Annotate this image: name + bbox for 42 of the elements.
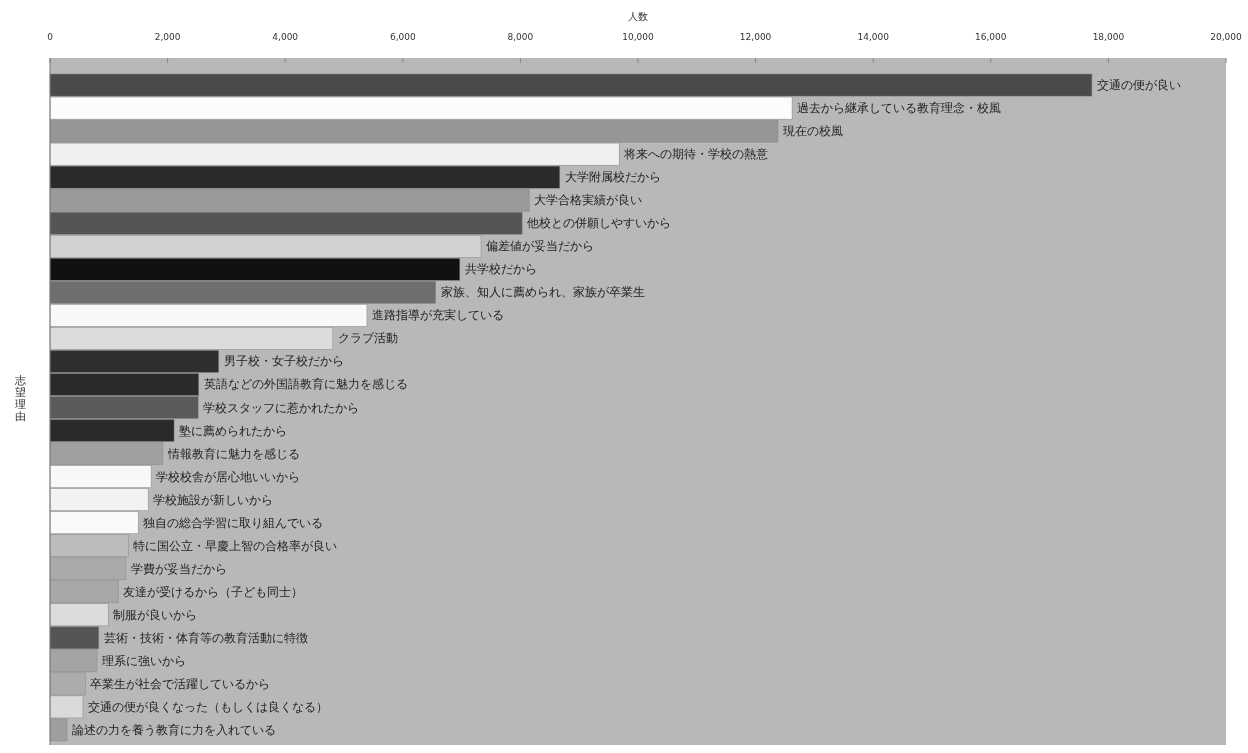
y-tick-label: 卒業生が社会で活躍しているから (90, 676, 271, 691)
y-tick-label: 芸術・技術・体育等の教育活動に特徴 (103, 630, 308, 645)
x-tick-label: 10,000 (622, 32, 655, 42)
y-tick-label: 進路指導が充実している (371, 308, 504, 323)
x-tick-label: 12,000 (739, 32, 772, 42)
y-tick-label: 現在の校風 (782, 124, 843, 139)
y-tick-label: 学校校舎が居心地いいから (156, 469, 301, 484)
y-tick-label: 情報教育に魅力を感じる (166, 446, 300, 461)
y-tick-label: 特に国公立・早慶上智の合格率が良い (133, 538, 338, 553)
x-tick-label: 8,000 (507, 32, 534, 42)
y-tick-label: 理系に強いから (102, 653, 187, 668)
y-tick-label: 偏差値が妥当だから (486, 239, 594, 254)
y-tick-label: 英語などの外国語教育に魅力を感じる (203, 377, 408, 392)
y-tick-label: 交通の便が良い (1096, 78, 1181, 93)
y-tick-label: 他校との併願しやすいから (527, 216, 672, 231)
y-tick-label: 共学校だから (464, 262, 537, 277)
x-tick-label: 2,000 (154, 32, 181, 42)
x-tick-label: 18,000 (1092, 32, 1125, 42)
y-tick-label: 学校施設が新しいから (153, 492, 274, 507)
y-tick-label: 塾に薦められたから (179, 423, 288, 438)
x-tick-label: 6,000 (389, 32, 416, 42)
y-tick-label: 論述の力を養う教育に力を入れている (72, 722, 277, 737)
y-tick-label: クラブ活動 (337, 331, 398, 346)
x-axis-title: 人数 (628, 11, 648, 22)
x-tick-label: 14,000 (857, 32, 890, 42)
y-tick-label: 大学附属校だから (564, 170, 661, 185)
y-tick-label: 制服が良いから (113, 607, 198, 622)
x-tick-label: 4,000 (272, 32, 299, 42)
y-tick-label: 独自の総合学習に取り組んでいる (143, 515, 324, 530)
y-tick-label: 男子校・女子校だから (223, 354, 344, 369)
y-tick-label: 大学合格実績が良い (534, 193, 643, 208)
x-tick-label: 16,000 (975, 32, 1007, 42)
y-tick-label: 家族、知人に薦められ、家族が卒業生 (440, 285, 645, 300)
y-tick-label: 過去から継承している教育理念・校風 (797, 101, 1002, 116)
y-tick-label: 将来への期待・学校の熱意 (623, 147, 769, 162)
y-tick-label: 学費が妥当だから (130, 561, 227, 576)
x-tick-label: 20,000 (1210, 32, 1243, 42)
y-axis-title: 志望理由 (14, 373, 26, 423)
y-tick-label: 交通の便が良くなった（もしくは良くなる） (87, 699, 328, 714)
x-tick-label: 0 (47, 32, 54, 42)
y-tick-label: 学校スタッフに惹かれたから (203, 400, 360, 415)
y-tick-label: 友達が受けるから（子ども同士） (123, 584, 304, 599)
